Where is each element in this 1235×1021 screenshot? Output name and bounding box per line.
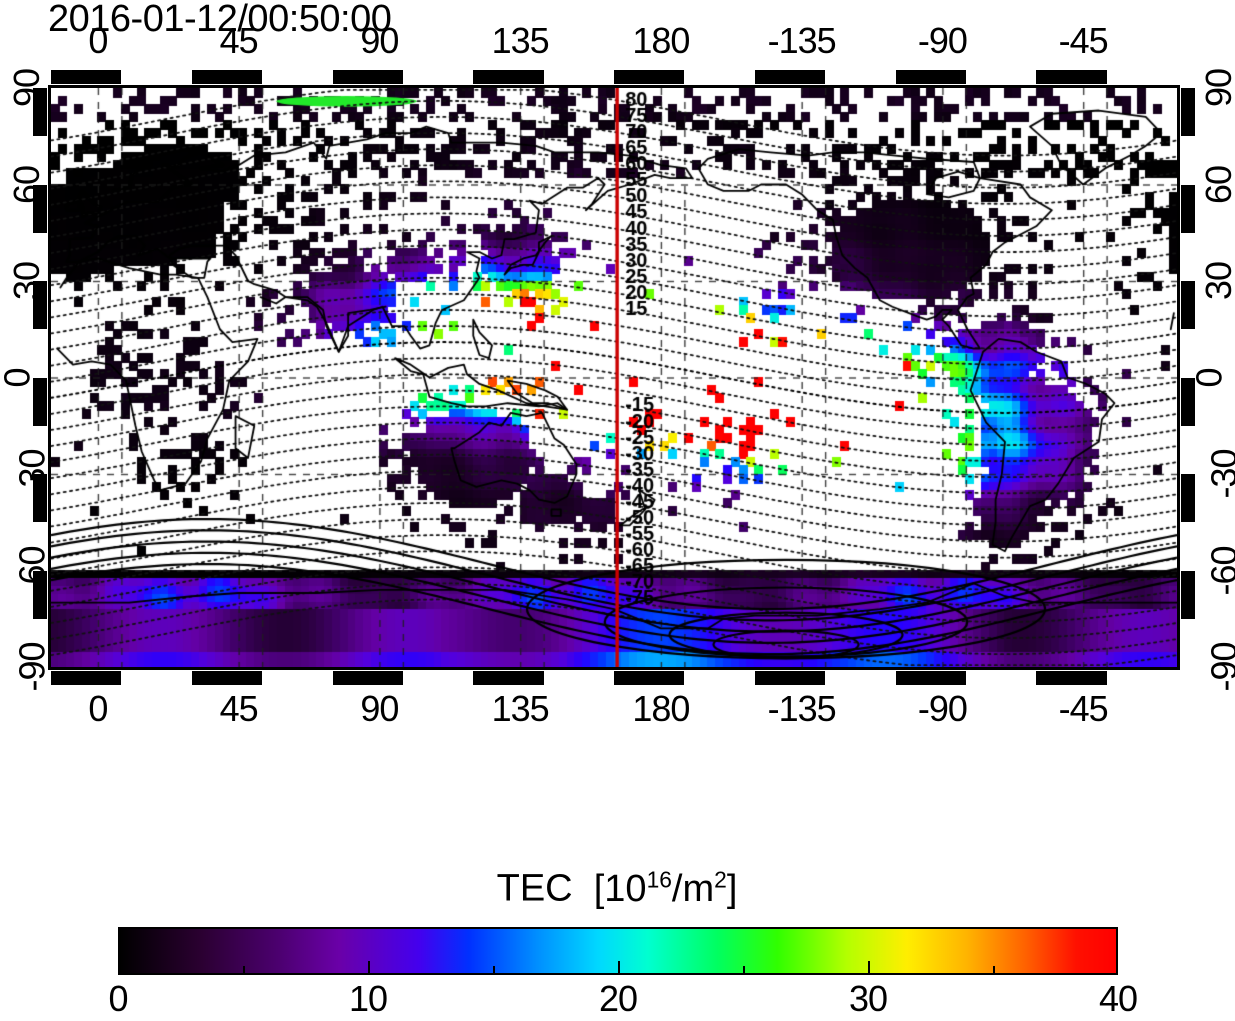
- colorbar-tick-label: 30: [848, 978, 888, 1019]
- colorbar-tick: [493, 966, 495, 975]
- x-tick-label: 180: [632, 688, 690, 729]
- colorbar-tick: [243, 966, 245, 975]
- tec-heatmap-canvas: [51, 88, 1177, 667]
- x-tick-label: 45: [219, 688, 259, 729]
- colorbar-quantity: TEC: [496, 867, 573, 910]
- x-tick-label: -90: [917, 688, 968, 729]
- plot-frame: [48, 85, 1180, 670]
- x-tick-label: 45: [219, 20, 259, 61]
- x-tick-label: 90: [360, 688, 399, 729]
- map-plot-area: [48, 85, 1180, 670]
- axis-tickbar-bottom: [48, 671, 1180, 685]
- colorbar-tick: [993, 966, 995, 975]
- y-tick-label: 30: [1198, 261, 1235, 301]
- page-title: 2016-01-12/00:50:00: [48, 0, 392, 40]
- colorbar-units: [1016/m2]: [593, 866, 738, 910]
- colorbar-tick-label: 40: [1098, 978, 1138, 1019]
- colorbar-tick: [868, 961, 870, 975]
- y-tick-label: -30: [1203, 449, 1235, 499]
- x-tick-label: -90: [917, 20, 968, 61]
- y-tick-label: 60: [1198, 165, 1235, 204]
- colorbar-tick-label: 0: [108, 978, 128, 1019]
- colorbar-tick-label: 20: [598, 978, 638, 1019]
- x-tick-label: 180: [632, 20, 690, 61]
- x-tick-label: -135: [767, 688, 837, 729]
- y-tick-label: -60: [1203, 545, 1235, 596]
- x-tick-label: -45: [1058, 20, 1109, 61]
- x-tick-label: 0: [88, 688, 108, 729]
- colorbar-tick: [743, 966, 745, 975]
- axis-tickbar-left: [33, 85, 47, 670]
- x-tick-label: 135: [491, 20, 550, 61]
- x-tick-label: -135: [767, 20, 837, 61]
- x-tick-label: 135: [491, 688, 550, 729]
- axis-tickbar-right: [1181, 85, 1195, 670]
- axis-tickbar-top: [48, 70, 1180, 84]
- x-tick-label: -45: [1058, 688, 1109, 729]
- colorbar-tick: [368, 961, 370, 975]
- y-tick-label: 90: [1198, 68, 1235, 108]
- colorbar-tick-label: 10: [348, 978, 388, 1019]
- x-tick-label: 90: [360, 20, 399, 61]
- y-tick-label: -90: [1203, 642, 1235, 692]
- x-tick-label: 0: [88, 20, 108, 61]
- colorbar-title: TEC [1016/m2]: [497, 866, 738, 911]
- colorbar-tick: [618, 961, 620, 975]
